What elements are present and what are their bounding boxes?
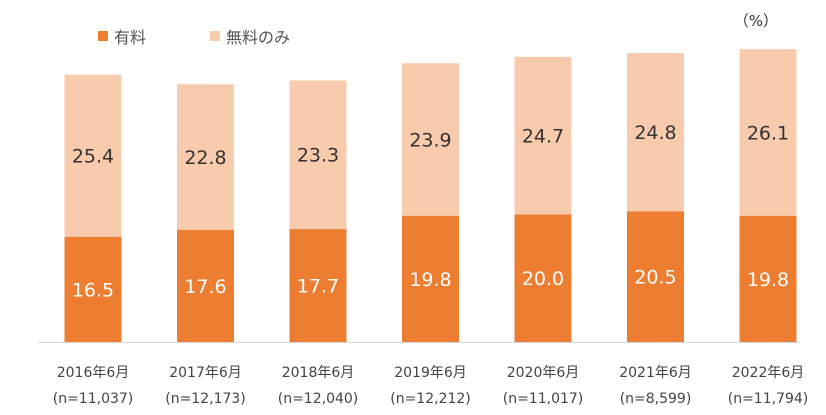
data-label-free-5: 24.8 — [634, 122, 676, 144]
legend: 有料 無料のみ — [98, 24, 290, 48]
data-label-free-3: 23.9 — [409, 129, 451, 151]
x-sample-size-5: (n=8,599) — [620, 391, 692, 407]
x-tick-label-0: 2016年6月 — [57, 365, 130, 381]
bar-free-2 — [289, 80, 347, 230]
legend-swatch-paid — [98, 31, 108, 41]
data-label-paid-6: 19.8 — [747, 269, 789, 291]
bar-free-5 — [627, 52, 684, 212]
unit-label: （%） — [733, 12, 778, 30]
data-label-paid-2: 17.7 — [297, 276, 339, 298]
bar-free-4 — [514, 56, 572, 215]
data-label-paid-4: 20.0 — [522, 268, 564, 290]
x-tick-label-3: 2019年6月 — [394, 365, 467, 381]
x-sample-size-2: (n=12,040) — [278, 391, 359, 407]
legend-label-free: 無料のみ — [226, 28, 291, 47]
x-sample-size-0: (n=11,037) — [53, 391, 134, 407]
data-label-paid-1: 17.6 — [184, 276, 226, 298]
bar-paid-3 — [402, 215, 459, 342]
data-label-paid-0: 16.5 — [72, 279, 114, 301]
x-tick-label-1: 2017年6月 — [169, 365, 242, 381]
x-sample-size-6: (n=11,794) — [728, 391, 809, 407]
data-label-free-6: 26.1 — [747, 122, 789, 144]
bar-paid-0 — [64, 236, 122, 342]
x-tick-label-4: 2020年6月 — [507, 365, 580, 381]
bar-paid-5 — [627, 211, 684, 342]
x-tick-label-2: 2018年6月 — [282, 365, 355, 381]
x-tick-label-5: 2021年6月 — [619, 365, 692, 381]
legend-label-paid: 有料 — [114, 28, 147, 47]
bar-paid-1 — [177, 229, 234, 342]
legend-item-paid: 有料 — [98, 24, 146, 48]
bar-free-6 — [739, 49, 797, 216]
x-sample-size-3: (n=12,212) — [390, 391, 471, 407]
bar-paid-4 — [514, 214, 572, 342]
bar-free-0 — [64, 74, 122, 237]
data-label-free-0: 25.4 — [72, 146, 114, 168]
x-sample-size-4: (n=11,017) — [503, 391, 584, 407]
data-label-paid-3: 19.8 — [409, 269, 451, 291]
legend-swatch-free — [210, 31, 221, 41]
bar-paid-6 — [739, 215, 797, 342]
data-label-paid-5: 20.5 — [634, 267, 676, 289]
data-label-free-1: 22.8 — [184, 147, 226, 169]
x-tick-label-6: 2022年6月 — [732, 365, 805, 381]
bar-free-3 — [402, 63, 459, 216]
data-label-free-4: 24.7 — [522, 126, 564, 148]
legend-item-free: 無料のみ — [210, 24, 290, 48]
x-sample-size-1: (n=12,173) — [165, 391, 246, 407]
bar-free-1 — [177, 84, 234, 230]
data-label-free-2: 23.3 — [297, 145, 339, 167]
bar-paid-2 — [289, 229, 347, 342]
